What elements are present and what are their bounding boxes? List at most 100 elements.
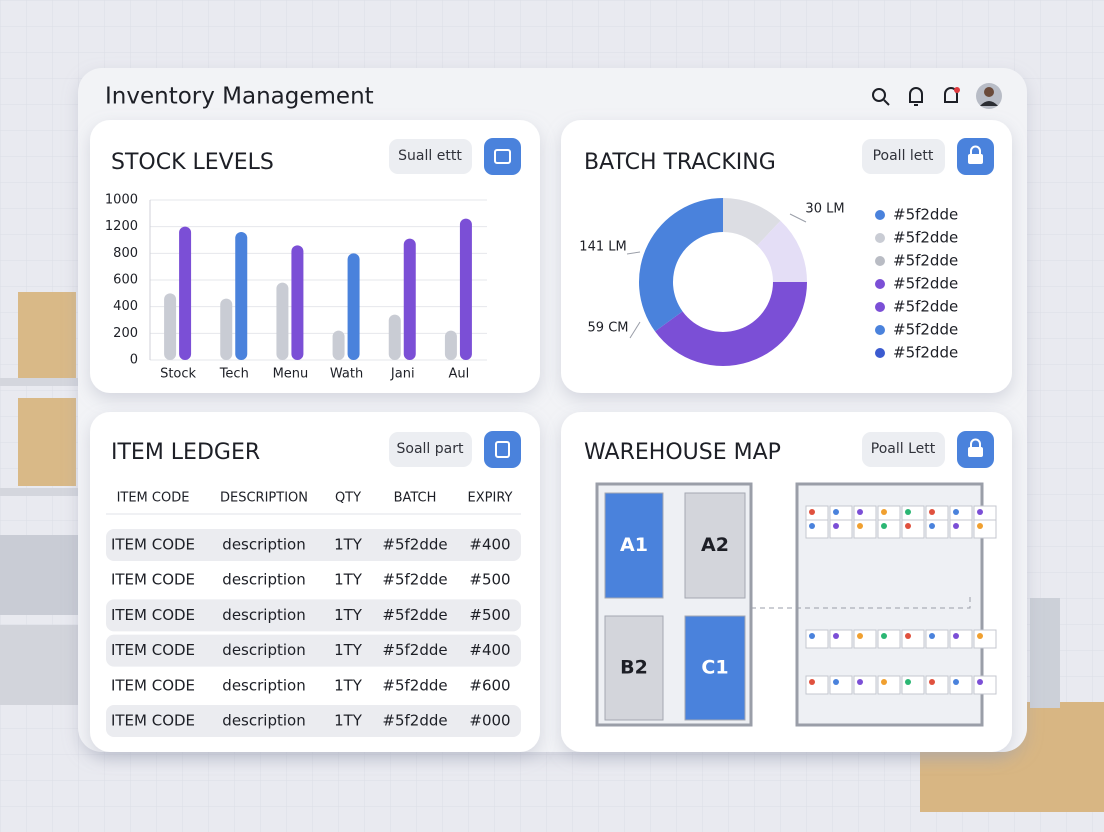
shelf-dot bbox=[905, 633, 911, 639]
zone-label: C1 bbox=[701, 657, 728, 679]
x-tick-label: Stock bbox=[160, 367, 196, 382]
table-cell: 1TY bbox=[334, 536, 363, 554]
table-cell: 1TY bbox=[334, 606, 363, 624]
notification-icon[interactable] bbox=[909, 87, 923, 106]
search-icon[interactable] bbox=[872, 88, 890, 106]
shelf-cell bbox=[805, 629, 829, 649]
y-tick-label: 200 bbox=[113, 326, 138, 341]
shelf-dot bbox=[857, 633, 863, 639]
x-tick-label: Wath bbox=[330, 367, 363, 382]
doc-button[interactable] bbox=[484, 431, 521, 468]
button-label[interactable]: Poall lett bbox=[873, 148, 934, 164]
y-tick-label: 400 bbox=[113, 299, 138, 314]
shelf-cell bbox=[925, 519, 949, 539]
lock-button[interactable] bbox=[957, 138, 994, 175]
row-background bbox=[106, 529, 521, 561]
alert-icon[interactable] bbox=[944, 87, 960, 103]
zone-label: A1 bbox=[620, 534, 648, 556]
table-cell: #400 bbox=[469, 641, 510, 659]
leader-line bbox=[629, 321, 641, 339]
table-cell: #5f2dde bbox=[382, 536, 447, 554]
bar bbox=[179, 226, 192, 360]
leader-line bbox=[626, 251, 641, 255]
shelf-cell bbox=[853, 675, 877, 695]
shelf-dot bbox=[953, 679, 959, 685]
bar bbox=[332, 330, 345, 360]
lock-button[interactable] bbox=[957, 431, 994, 468]
panel-title: STOCK LEVELS bbox=[111, 150, 274, 175]
bar bbox=[164, 293, 177, 360]
shelf-cell bbox=[949, 675, 973, 695]
leader-line bbox=[789, 213, 807, 223]
shelf-dot bbox=[953, 633, 959, 639]
shelf-dot bbox=[977, 633, 983, 639]
annotation: 30 LM bbox=[805, 202, 844, 217]
legend-label: #5f2dde bbox=[893, 275, 958, 293]
legend-swatch bbox=[875, 210, 885, 220]
shelf-cell bbox=[853, 629, 877, 649]
x-tick-label: Jani bbox=[390, 367, 415, 382]
table-cell: description bbox=[222, 712, 305, 730]
x-tick-label: Menu bbox=[273, 367, 309, 382]
legend-label: #5f2dde bbox=[893, 321, 958, 339]
y-tick-label: 800 bbox=[113, 246, 138, 261]
table-cell: description bbox=[222, 571, 305, 589]
zone-label: B2 bbox=[620, 657, 648, 679]
column-header: QTY bbox=[335, 491, 361, 506]
button-label[interactable]: Poall Lett bbox=[871, 441, 936, 457]
filter-button[interactable]: Poall Lett bbox=[862, 432, 945, 467]
shelf-dot bbox=[929, 523, 935, 529]
filter-button[interactable]: Soall part bbox=[389, 432, 472, 467]
table-cell: description bbox=[222, 606, 305, 624]
shelf-dot bbox=[977, 509, 983, 515]
legend-label: #5f2dde bbox=[893, 344, 958, 362]
table-cell: ITEM CODE bbox=[111, 676, 195, 694]
shelf-cell bbox=[877, 519, 901, 539]
filter-button[interactable]: Suall ettt bbox=[389, 139, 472, 174]
table-cell: #400 bbox=[469, 536, 510, 554]
column-header: EXPIRY bbox=[468, 491, 513, 506]
x-tick-label: Aul bbox=[449, 367, 470, 382]
zone bbox=[684, 615, 746, 721]
table-cell: ITEM CODE bbox=[111, 571, 195, 589]
x-tick-label: Tech bbox=[219, 367, 249, 382]
shelf-cell bbox=[949, 629, 973, 649]
panel-title: ITEM LEDGER bbox=[111, 440, 260, 465]
shelf-dot bbox=[833, 679, 839, 685]
zone-label: A2 bbox=[701, 534, 729, 556]
bar bbox=[276, 282, 289, 360]
avatar[interactable] bbox=[976, 83, 1002, 109]
shelf-dot bbox=[857, 509, 863, 515]
bar bbox=[220, 298, 233, 360]
shelf-dot bbox=[977, 523, 983, 529]
table-cell: #5f2dde bbox=[382, 641, 447, 659]
shelf-dot bbox=[881, 679, 887, 685]
table-cell: 1TY bbox=[334, 571, 363, 589]
shelf-cell bbox=[853, 519, 877, 539]
y-tick-label: 0 bbox=[130, 353, 138, 368]
annotation: 141 LM bbox=[579, 240, 626, 255]
row-background bbox=[106, 634, 521, 667]
shelf-cell bbox=[973, 519, 997, 539]
shelf-cell bbox=[925, 675, 949, 695]
shelf-dot bbox=[905, 509, 911, 515]
shelf-dot bbox=[905, 679, 911, 685]
shelf-cell bbox=[829, 519, 853, 539]
table-cell: #500 bbox=[469, 571, 510, 589]
button-label[interactable]: Soall part bbox=[397, 441, 464, 457]
table-cell: ITEM CODE bbox=[111, 712, 195, 730]
button-label[interactable]: Suall ettt bbox=[398, 148, 462, 164]
bar bbox=[388, 314, 401, 360]
bar bbox=[459, 218, 472, 360]
row-background bbox=[106, 599, 521, 632]
column-header: DESCRIPTION bbox=[220, 491, 308, 506]
shelf-dot bbox=[977, 679, 983, 685]
filter-button[interactable]: Poall lett bbox=[862, 139, 945, 174]
calendar-button[interactable] bbox=[484, 138, 521, 175]
y-tick-label: 1200 bbox=[105, 219, 138, 234]
shelf-dot bbox=[809, 523, 815, 529]
donut-segment bbox=[655, 282, 807, 367]
legend-label: #5f2dde bbox=[893, 229, 958, 247]
shelf-dot bbox=[833, 509, 839, 515]
